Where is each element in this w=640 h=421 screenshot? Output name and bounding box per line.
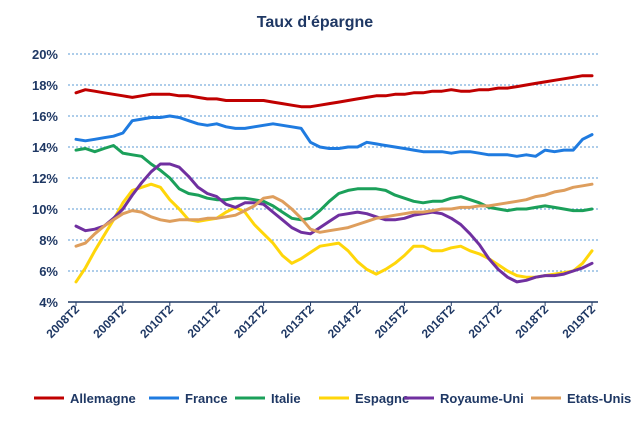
x-tick-label: 2015T2 — [372, 302, 411, 341]
y-tick-label: 12% — [32, 171, 58, 186]
series-line-royaume-uni — [74, 162, 594, 284]
y-axis-tick-labels: 4% 6% 8% 10% 12% 14% 16% 18% 20% — [32, 47, 58, 310]
legend-label: Etats-Unis — [567, 391, 631, 406]
series-line-espagne — [74, 182, 594, 284]
legend: Allemagne France Italie Espagne Royaume-Uni E… — [34, 391, 631, 406]
series-line-italie — [74, 144, 594, 222]
y-tick-label: 4% — [39, 295, 58, 310]
x-tick-label: 2019T2 — [559, 302, 598, 341]
x-tick-label: 2014T2 — [325, 302, 364, 341]
series-lines — [74, 74, 594, 284]
series-line-allemagne — [74, 74, 594, 109]
legend-label: Espagne — [355, 391, 409, 406]
x-tick-label: 2012T2 — [231, 302, 270, 341]
y-tick-label: 18% — [32, 78, 58, 93]
y-tick-label: 6% — [39, 264, 58, 279]
series-line-etats-unis — [74, 182, 594, 248]
legend-label: Italie — [271, 391, 301, 406]
legend-label: Allemagne — [70, 391, 136, 406]
x-tick-label: 2013T2 — [278, 302, 317, 341]
y-tick-label: 8% — [39, 233, 58, 248]
y-tick-label: 16% — [32, 109, 58, 124]
x-tick-label: 2009T2 — [90, 302, 129, 341]
chart-title: Taux d'épargne — [257, 14, 374, 31]
x-tick-label: 2016T2 — [419, 302, 458, 341]
series-line-france — [74, 114, 594, 158]
y-tick-label: 14% — [32, 140, 58, 155]
y-tick-label: 20% — [32, 47, 58, 62]
x-tick-label: 2018T2 — [513, 302, 552, 341]
x-axis-tick-labels: 2008T2 2009T2 2010T2 2011T2 2012T2 2013T2 2014… — [43, 302, 598, 341]
x-tick-label: 2017T2 — [466, 302, 505, 341]
x-tick-label: 2011T2 — [185, 302, 223, 340]
legend-label: France — [185, 391, 228, 406]
y-tick-label: 10% — [32, 202, 58, 217]
legend-label: Royaume-Uni — [440, 391, 524, 406]
x-tick-label: 2010T2 — [137, 302, 176, 341]
